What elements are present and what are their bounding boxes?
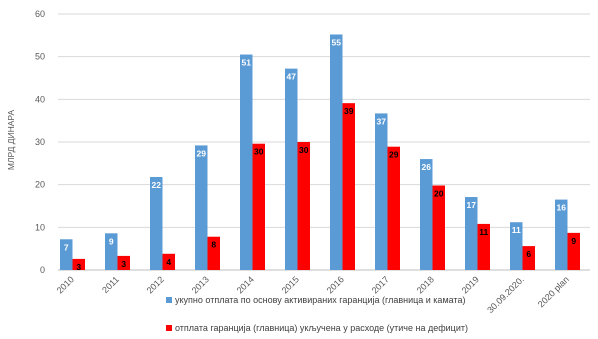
y-tick-label: 30 [35, 137, 45, 147]
legend: укупно отплата по основу активираних гар… [166, 295, 468, 333]
bar-series-1 [150, 176, 163, 270]
x-tick-label: 2011 [100, 274, 121, 295]
y-tick-label: 60 [35, 9, 45, 19]
bar-series-1 [240, 54, 253, 271]
bar-series-2 [162, 253, 175, 270]
bar-series-1 [60, 239, 73, 270]
y-axis-ticks: 0 10 20 30 40 50 60 [35, 9, 45, 275]
bar-series-2 [297, 142, 310, 270]
data-label-series-1: 9 [109, 236, 114, 246]
x-tick-label: 30.09.2020. [485, 274, 526, 315]
x-tick-label: 2013 [190, 274, 211, 295]
bar-series-1 [285, 68, 298, 270]
x-tick-label: 2018 [415, 274, 436, 295]
data-label-series-2: 20 [434, 189, 444, 199]
data-label-series-2: 39 [344, 106, 354, 116]
x-tick-label: 2017 [370, 274, 391, 295]
legend-label-series-1: укупно отплата по основу активираних гар… [175, 295, 465, 305]
data-label-series-1: 22 [152, 180, 162, 190]
x-tick-label: 2020 plan [536, 274, 571, 309]
bar-series-1 [375, 113, 388, 270]
bar-series-1 [555, 199, 568, 270]
bar-series-1 [330, 34, 343, 271]
data-label-series-1: 37 [377, 116, 387, 126]
data-label-series-1: 11 [512, 225, 521, 235]
x-tick-label: 2019 [460, 274, 481, 295]
legend-swatch-series-1 [166, 297, 172, 303]
bar-series-2 [432, 185, 445, 270]
data-label-series-2: 29 [389, 150, 399, 160]
y-tick-label: 0 [40, 265, 45, 275]
data-label-series-1: 47 [287, 72, 297, 82]
bar-series-2 [72, 258, 85, 270]
bar-series-2 [207, 236, 220, 270]
bar-series-2 [342, 103, 355, 270]
y-tick-label: 50 [35, 52, 45, 62]
data-label-series-2: 3 [76, 262, 81, 272]
data-label-series-1: 29 [197, 148, 207, 158]
bar-series-2 [117, 255, 130, 270]
data-label-series-1: 51 [242, 58, 252, 68]
data-label-series-2: 30 [299, 145, 309, 155]
data-label-series-1: 26 [422, 162, 432, 172]
x-tick-label: 2012 [145, 274, 166, 295]
y-tick-label: 20 [35, 180, 45, 190]
data-label-series-1: 55 [332, 37, 342, 47]
data-label-series-2: 4 [166, 257, 171, 267]
bar-series-1 [465, 197, 478, 270]
data-label-series-2: 8 [211, 240, 216, 250]
gridlines [58, 13, 590, 271]
legend-label-series-2: отплата гаранција (главница) укључена у … [175, 323, 468, 333]
data-label-series-2: 9 [571, 236, 576, 246]
x-tick-label: 2010 [55, 274, 76, 295]
bar-series-2 [252, 143, 265, 270]
data-label-series-2: 3 [121, 259, 126, 269]
y-tick-label: 10 [35, 222, 45, 232]
bar-series-2 [567, 232, 580, 270]
data-label-series-2: 11 [479, 227, 488, 237]
bar-series-1 [420, 159, 433, 270]
y-tick-label: 40 [35, 94, 45, 104]
data-label-series-2: 6 [526, 249, 531, 259]
bar-series-2 [387, 146, 400, 270]
bar-series-1 [510, 222, 523, 270]
data-label-series-1: 17 [467, 200, 477, 210]
y-axis-label: МЛРД ДИНАРА [6, 110, 16, 171]
bar-series-1 [105, 233, 118, 270]
x-tick-label: 2016 [325, 274, 346, 295]
data-label-series-1: 16 [557, 203, 567, 213]
data-label-series-2: 30 [254, 147, 264, 157]
legend-swatch-series-2 [166, 325, 172, 331]
bar-series-2 [522, 246, 535, 270]
bar-series-2 [477, 223, 490, 270]
bar-series-1 [195, 145, 208, 270]
x-tick-label: 2014 [235, 274, 256, 295]
data-label-series-1: 7 [64, 242, 69, 252]
x-tick-label: 2015 [280, 274, 301, 295]
